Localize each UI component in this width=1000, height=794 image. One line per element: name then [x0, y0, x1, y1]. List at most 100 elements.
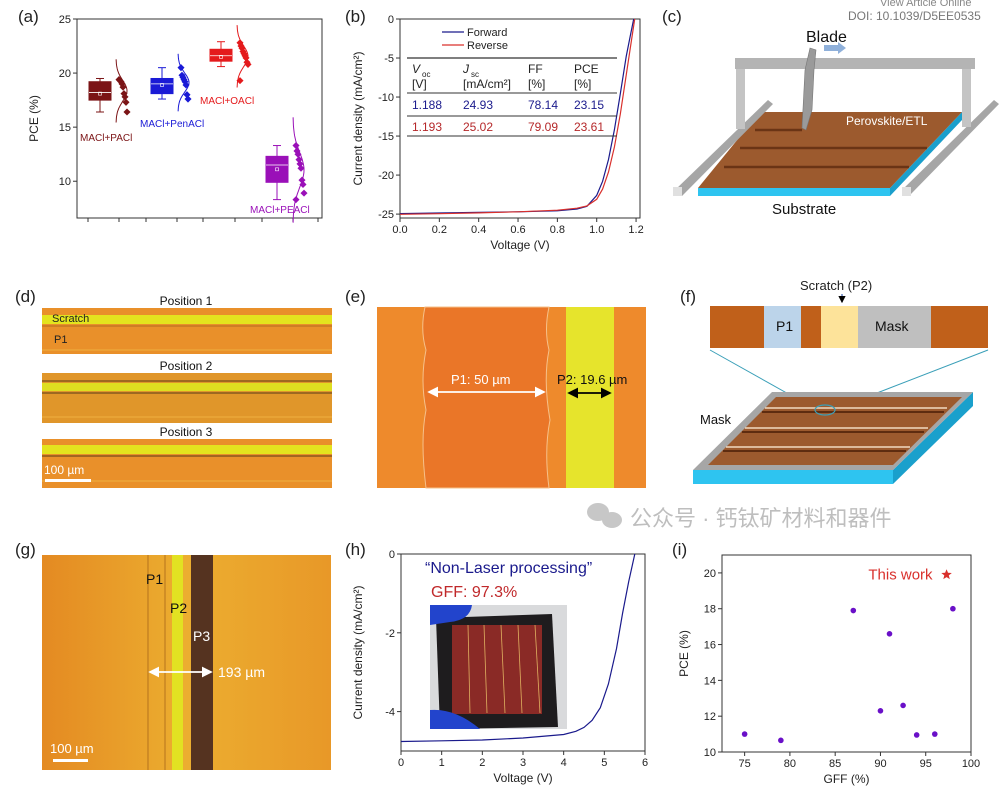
x-tick-label: 0.2: [432, 224, 447, 236]
p2-label: P2: [170, 600, 187, 616]
blade-label: Blade: [806, 29, 847, 46]
x-tick-label: 5: [601, 757, 607, 769]
panel-label-c: (c): [662, 7, 682, 26]
view-article-link[interactable]: View Article Online: [880, 0, 972, 9]
group-label: MACl+OACl: [200, 96, 254, 107]
scratch-p2-label: Scratch (P2): [800, 278, 872, 293]
data-point: [294, 150, 302, 158]
table-header-ff-unit: [%]: [528, 77, 545, 91]
data-point: [299, 180, 307, 189]
data-point: [121, 93, 129, 101]
blade-coating-diagram: Blade Perovskite/ETL Substrate: [673, 29, 999, 218]
group-label: MACl+PenACl: [140, 119, 204, 130]
p1-segment: [764, 306, 801, 348]
mean-marker: [219, 55, 223, 59]
y-axis-title: PCE (%): [27, 95, 41, 142]
data-point: [244, 60, 252, 68]
glove: [430, 605, 472, 625]
y-tick-label: -2: [385, 628, 395, 640]
panel-label-h: (h): [345, 540, 366, 559]
watermark: 公众号 · 钙钛矿材料和器件: [587, 503, 892, 531]
distribution-curve: [292, 117, 305, 223]
wechat-icon: [587, 503, 622, 528]
y-axis-title: PCE (%): [677, 630, 691, 677]
gantry-bar: [735, 58, 975, 69]
box-group-2: MACl+PenACl: [140, 53, 204, 130]
x-tick-label: 95: [920, 758, 932, 770]
micrograph-background: [42, 555, 331, 770]
layer-segment: [801, 306, 821, 348]
right-rail-end: [902, 187, 911, 196]
scratch-label: Scratch: [52, 313, 89, 325]
scratch-band: [42, 383, 332, 391]
gantry-leg: [962, 69, 971, 127]
micrograph-e: P1: 50 µm P2: 19.6 µm: [377, 306, 646, 489]
mask-board-label: Mask: [700, 412, 732, 427]
y-tick-label: -10: [378, 92, 394, 104]
x-tick-label: 0.4: [471, 224, 486, 236]
table-cell: 1.188: [412, 98, 442, 112]
plot-frame: [721, 554, 972, 753]
table-cell: 78.14: [528, 98, 558, 112]
panel-label-f: (f): [680, 287, 696, 306]
y-tick-label: 20: [704, 568, 716, 580]
scale-bar: [53, 759, 88, 762]
panel-label-e: (e): [345, 287, 366, 306]
x-tick-label: 0: [398, 757, 404, 769]
data-point: [886, 631, 893, 637]
chart-i-scatter: 75 80 85 90 95 100 10 12 14 16 18 20 GFF (%) PCE (%) T…: [677, 554, 980, 786]
x-tick-label: 0.8: [550, 224, 565, 236]
gff-annotation: GFF: 97.3%: [431, 584, 517, 601]
table-cell: 25.02: [463, 120, 493, 134]
legend-label: Reverse: [467, 40, 508, 52]
p1-region: [422, 306, 551, 489]
x-tick-label: 100: [962, 758, 980, 770]
box: [88, 81, 112, 101]
p3-label: P3: [193, 628, 210, 644]
scratch-band: [42, 315, 332, 324]
data-point: [300, 189, 308, 197]
table-header-voc-sub: oc: [422, 70, 430, 79]
layer-segment: [710, 306, 764, 348]
y-tick-label: -4: [385, 707, 395, 719]
table-row-forward: 1.188 24.93 78.14 23.15: [412, 98, 604, 112]
x-axis-title: Voltage (V): [493, 771, 552, 785]
data-point: [119, 83, 127, 91]
table-header-jsc-sub: sc: [471, 70, 479, 79]
x-tick-label: 4: [561, 757, 567, 769]
y-tick-label: -5: [384, 53, 394, 65]
left-rail: [675, 100, 773, 196]
substrate-front: [698, 188, 890, 196]
p2-scratch-band: [566, 307, 614, 488]
series-line-1: [400, 553, 636, 743]
box-group-4: MACl+PEACl: [250, 117, 310, 223]
p1-label: P1: [146, 571, 163, 587]
data-point: [877, 708, 884, 714]
doi-text: DOI: 10.1039/D5EE0535: [848, 9, 981, 23]
x-tick-label: 6: [642, 757, 648, 769]
p3-band: [191, 555, 213, 770]
p2-width-label: P2: 19.6 µm: [557, 372, 627, 387]
table-header-pce: PCE: [574, 62, 599, 76]
distribution-curve: [177, 53, 190, 112]
non-laser-annotation: “Non-Laser processing”: [425, 560, 592, 577]
data-point: [900, 702, 906, 709]
gantry-leg: [736, 69, 745, 129]
chart-h-jv-curve: 0 1 2 3 4 5 6 0 -2 -4 Voltage (V) Current density (…: [351, 549, 648, 785]
table-cell: 24.93: [463, 98, 493, 112]
data-point: [297, 164, 305, 172]
y-tick-label: 10: [704, 747, 716, 759]
y-axis-title: Current density (mA/cm²): [351, 51, 365, 185]
table-cell: 23.15: [574, 98, 604, 112]
scale-bar-label: 100 µm: [44, 463, 84, 477]
data-point: [182, 81, 190, 89]
chart-a-boxplot: 10 15 20 25 PCE (%) MACl+PACl MACl+PenACl MACl+…: [27, 14, 323, 223]
table-header-jsc: J: [462, 62, 470, 76]
table-header-voc-unit: [V]: [412, 77, 427, 91]
y-tick-label: 0: [388, 14, 394, 26]
group-label: MACl+PEACl: [250, 205, 310, 216]
plot-frame: [76, 18, 323, 219]
data-point: [236, 77, 244, 85]
scratch-band: [42, 445, 332, 454]
